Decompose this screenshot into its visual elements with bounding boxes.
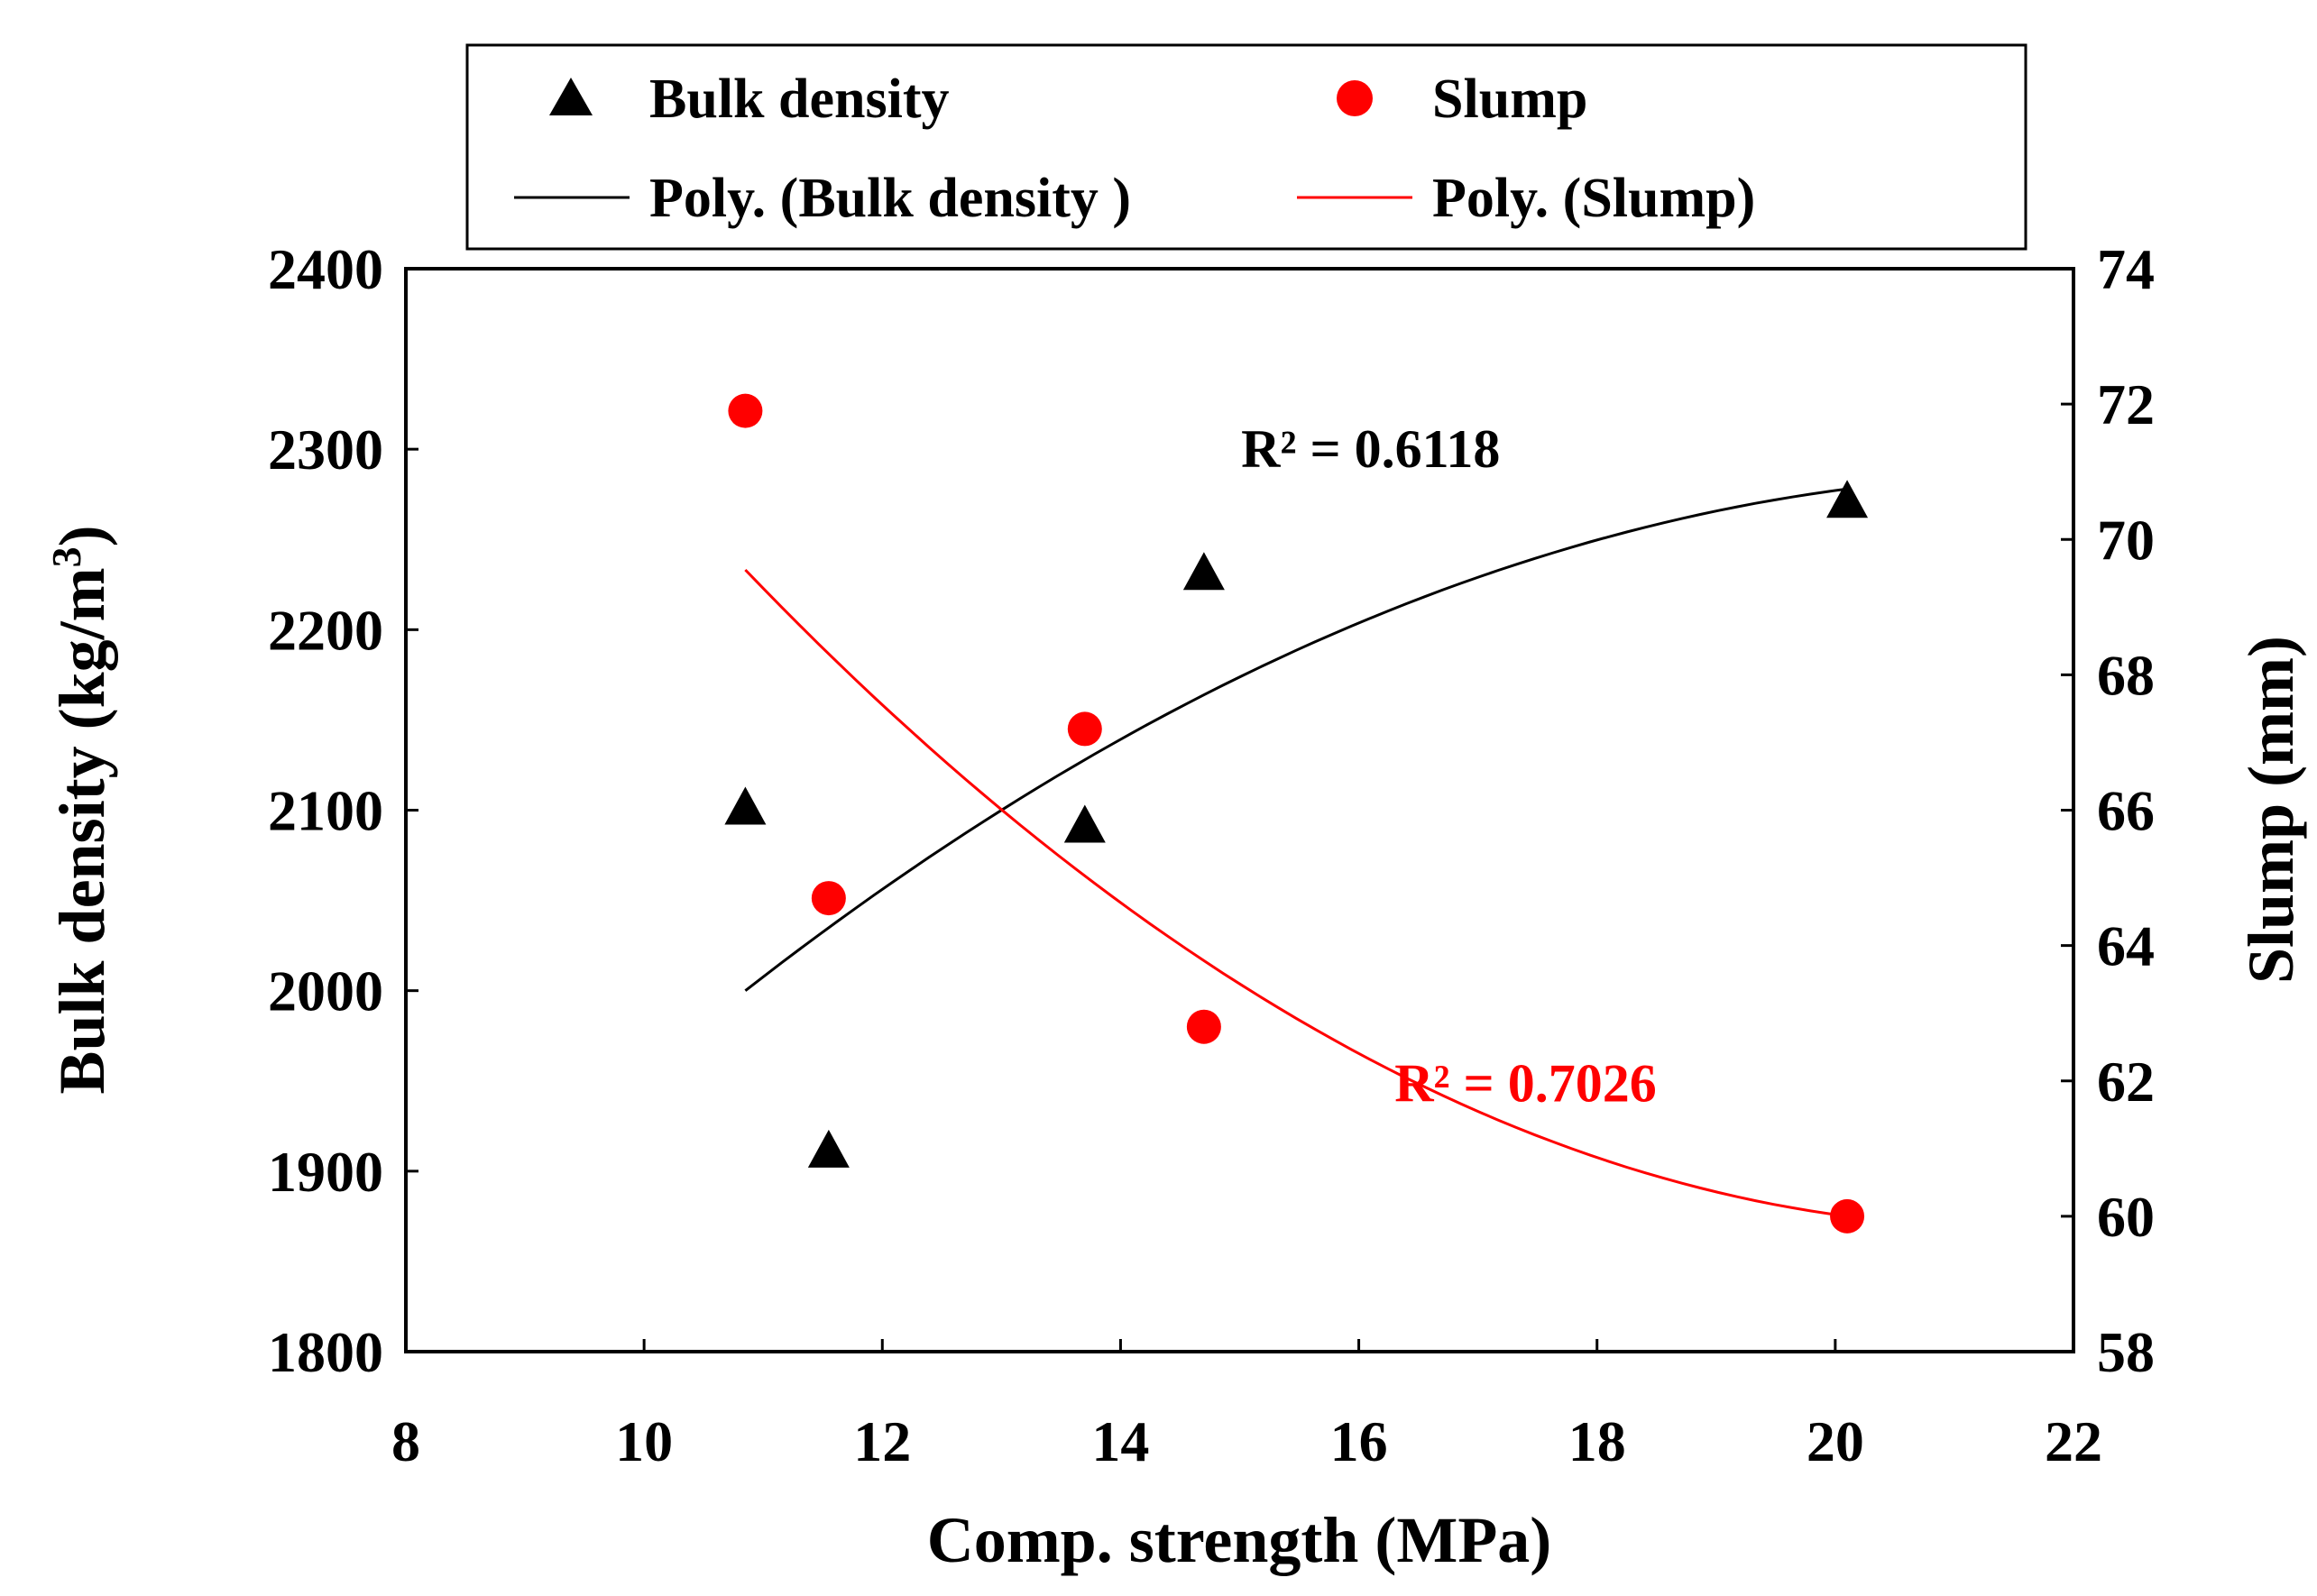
y-left-tick-label: 2300 <box>268 417 383 482</box>
y-left-tick-label: 2200 <box>268 598 383 662</box>
y-left-axis-title-close: ) <box>46 525 118 546</box>
legend: Bulk density Slump Poly. (Bulk density )… <box>465 43 2027 251</box>
y-right-tick-label: 66 <box>2097 779 2155 843</box>
slump-point <box>1186 1009 1221 1044</box>
y-left-tick-label: 1800 <box>268 1320 383 1384</box>
slump-point <box>811 881 846 916</box>
x-tick-label: 18 <box>1568 1409 1626 1473</box>
x-tick-label: 20 <box>1807 1409 1864 1473</box>
y-right-tick-label: 72 <box>2097 372 2155 436</box>
slump-point <box>1067 711 1102 747</box>
axis-tick-labels: 8 10 12 14 16 18 20 22 1800 1900 2000 2100 2200 2300 2… <box>268 237 2155 1473</box>
legend-box <box>465 43 2027 251</box>
data-marks <box>724 393 1869 1234</box>
y-left-tick-label: 2400 <box>268 237 383 301</box>
bulk-density-point <box>807 1129 850 1168</box>
y-left-axis-title: Bulk density (kg/m3) <box>43 525 118 1094</box>
slump-r2-label: R² = 0.7026 <box>1394 1053 1657 1113</box>
y-left-tick-label: 2100 <box>268 779 383 843</box>
x-axis-title: Comp. strength (MPa) <box>927 1504 1552 1576</box>
bulk-density-trendline <box>744 487 1848 992</box>
legend-label-slump: Slump <box>1432 69 1587 130</box>
bulk-density-point <box>1063 804 1106 843</box>
slump-trendline <box>744 568 1848 1218</box>
trendlines <box>744 487 1848 1218</box>
y-left-axis-title-sup: 3 <box>43 546 89 567</box>
legend-triangle-icon <box>549 78 593 115</box>
legend-label-bulk: Bulk density <box>649 69 950 130</box>
y-right-tick-label: 62 <box>2097 1050 2155 1114</box>
x-tick-label: 14 <box>1091 1409 1149 1473</box>
y-right-axis-title: Slump (mm) <box>2235 636 2307 984</box>
legend-label-slump-fit: Poly. (Slump) <box>1432 168 1755 229</box>
plot-area <box>404 267 2075 1353</box>
y-right-tick-label: 60 <box>2097 1185 2155 1249</box>
x-tick-label: 12 <box>853 1409 911 1473</box>
bulk-density-point <box>1826 480 1869 518</box>
slump-point <box>728 393 763 428</box>
x-tick-label: 8 <box>391 1409 420 1473</box>
legend-label-bulk-fit: Poly. (Bulk density ) <box>649 168 1131 229</box>
x-tick-label: 16 <box>1330 1409 1388 1473</box>
slump-point <box>1830 1198 1865 1234</box>
y-right-tick-label: 64 <box>2097 914 2155 978</box>
r2-labels: R² = 0.6118 R² = 0.7026 <box>1241 419 1657 1113</box>
x-tick-label: 10 <box>615 1409 673 1473</box>
bulk-density-point <box>724 786 767 825</box>
y-right-tick-label: 74 <box>2097 237 2155 301</box>
bulk-density-point <box>1182 552 1225 591</box>
y-left-tick-label: 2000 <box>268 959 383 1023</box>
y-left-tick-label: 1900 <box>268 1140 383 1204</box>
bulk-density-r2-label: R² = 0.6118 <box>1241 419 1500 479</box>
legend-circle-icon <box>1337 80 1373 116</box>
y-left-axis-title-main: Bulk density (kg/m <box>46 567 118 1094</box>
y-right-tick-label: 70 <box>2097 508 2155 572</box>
axis-ticks <box>404 267 2075 1353</box>
y-right-tick-label: 68 <box>2097 643 2155 707</box>
x-tick-label: 22 <box>2045 1409 2102 1473</box>
y-right-tick-label: 58 <box>2097 1320 2155 1384</box>
